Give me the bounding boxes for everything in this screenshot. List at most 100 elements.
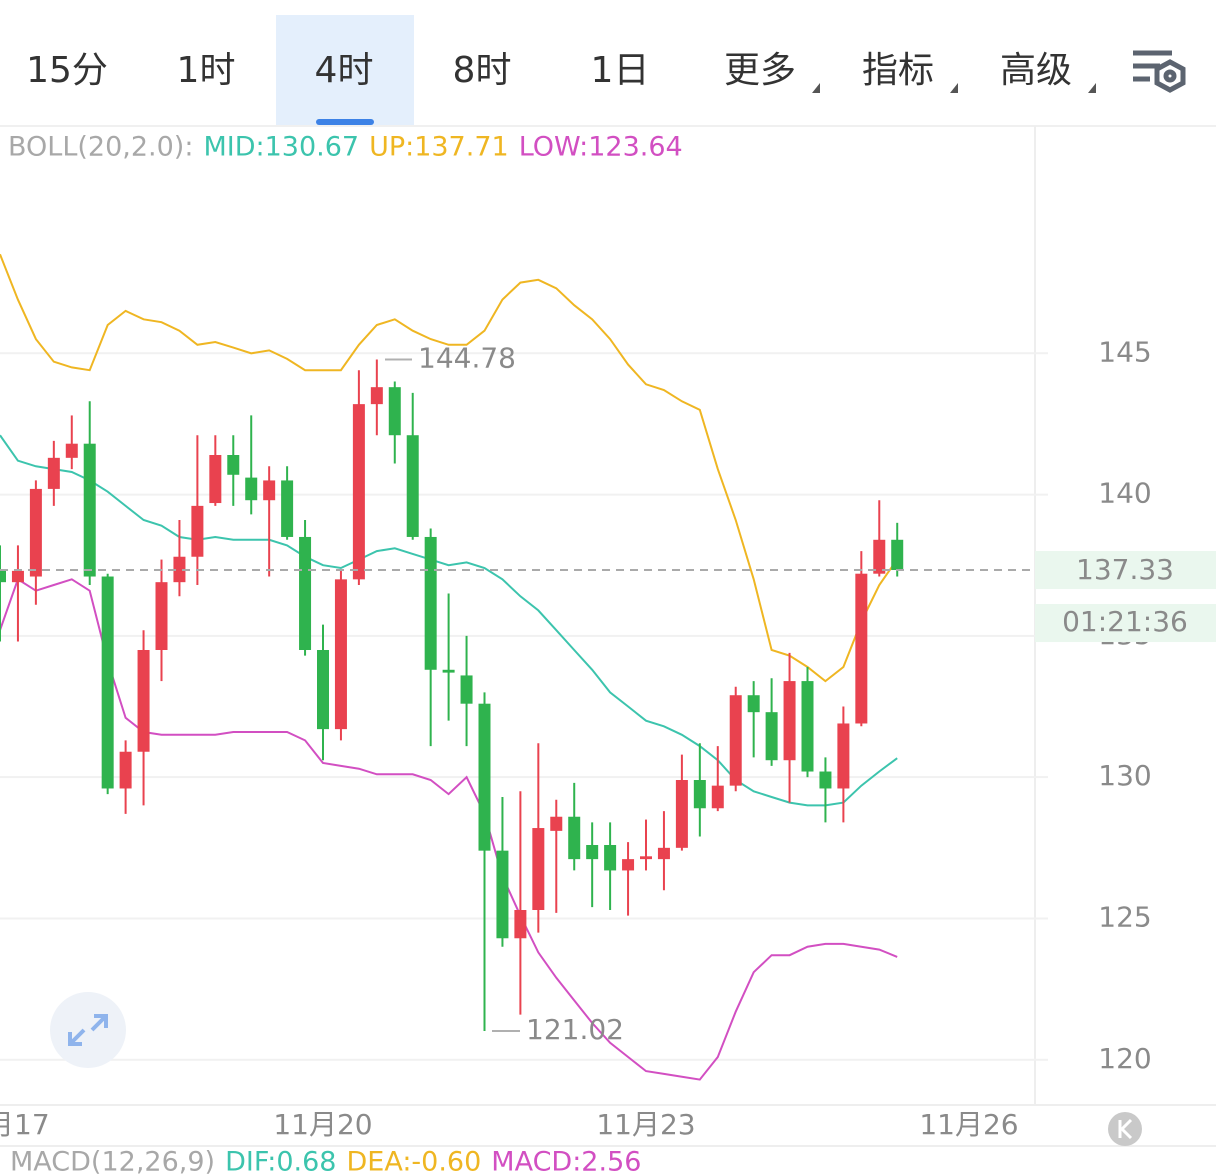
candle-body: [873, 539, 886, 574]
candle-body: [729, 695, 742, 786]
candle-body: [388, 387, 401, 436]
candle-body: [855, 573, 868, 724]
active-tab-indicator: [316, 119, 374, 125]
button-bg: [50, 992, 126, 1068]
candle-body: [478, 703, 491, 851]
candle-body: [29, 488, 42, 577]
fullscreen-button[interactable]: [50, 992, 126, 1068]
y-tick-label: 120: [1098, 1042, 1151, 1075]
x-tick-label: 11月17: [0, 1108, 50, 1141]
legend-item: BOLL(20,2.0):: [8, 132, 193, 163]
candle-body: [891, 539, 904, 571]
icon-dot: [1163, 69, 1177, 83]
candle-body: [406, 435, 419, 537]
candle-body: [263, 480, 276, 501]
legend-item: MID:130.67: [203, 132, 359, 163]
candle-body: [604, 845, 617, 871]
candle-body: [370, 387, 383, 405]
candle-body: [11, 570, 24, 583]
y-tick-label: 130: [1098, 759, 1151, 792]
countdown-bg: [1035, 604, 1216, 643]
candle-body: [227, 455, 240, 475]
candle-body: [281, 480, 294, 537]
legend-item: MACD(12,26,9): [10, 1147, 215, 1175]
fullscreen-icon: [68, 1014, 108, 1046]
dropdown-arrow: [812, 83, 820, 93]
candle-body: [119, 751, 132, 789]
candle-body: [622, 859, 635, 871]
y-tick-label: 140: [1098, 477, 1151, 510]
x-tick-label: 11月20: [273, 1108, 372, 1141]
legend-item: LOW:123.64: [519, 132, 683, 163]
x-tick-label: 11月23: [596, 1108, 695, 1141]
candle-body: [496, 850, 509, 939]
tab[interactable]: 指标: [862, 50, 934, 91]
active-tab-bg: [276, 15, 414, 125]
tab[interactable]: 高级: [1000, 50, 1072, 91]
candle-body: [675, 780, 688, 848]
boll-line: [0, 434, 898, 807]
legend-item: MACD:2.56: [491, 1147, 641, 1175]
tab[interactable]: 更多: [724, 50, 796, 91]
tab[interactable]: 1日: [591, 50, 650, 91]
button-bg: [1108, 1112, 1142, 1146]
tab[interactable]: 1时: [177, 50, 236, 91]
icon-hex: [1154, 59, 1186, 93]
candle-body: [765, 712, 778, 761]
candle-body: [209, 455, 222, 504]
tab[interactable]: 8时: [453, 50, 512, 91]
candle-body: [550, 816, 563, 831]
candle-body: [101, 576, 114, 789]
price-tag-bg: [1035, 551, 1216, 590]
candle-body: [837, 723, 850, 789]
boll-line: [0, 253, 899, 683]
y-tick-label: 145: [1098, 335, 1151, 368]
candle-body: [299, 536, 312, 650]
k-button[interactable]: [1108, 1112, 1142, 1146]
legend-item: DIF:0.68: [225, 1147, 336, 1175]
dropdown-arrow: [1088, 83, 1096, 93]
candle-body: [191, 505, 204, 557]
candle-body: [514, 910, 527, 939]
candle-body: [173, 556, 186, 583]
candle-body: [640, 856, 652, 860]
candle-body: [586, 845, 599, 860]
x-tick-label: 11月26: [919, 1108, 1018, 1141]
candle-body: [819, 771, 832, 789]
candle-body: [83, 443, 96, 577]
candle-body: [245, 477, 258, 501]
candle-body: [424, 536, 437, 670]
candle-body: [352, 404, 365, 580]
candle-body: [460, 675, 473, 704]
k-icon: [1118, 1118, 1133, 1140]
legend-item: DEA:-0.60: [346, 1147, 481, 1175]
dropdown-arrow: [950, 83, 958, 93]
annotation: 144.78: [418, 341, 516, 374]
annotation: 121.02: [526, 1013, 624, 1046]
candle-body: [334, 579, 347, 730]
candle-body: [442, 669, 455, 673]
candle-body: [317, 650, 329, 730]
candle-body: [747, 695, 760, 713]
tab[interactable]: 15分: [26, 50, 108, 91]
candle-body: [532, 828, 545, 910]
settings-icon[interactable]: [1133, 50, 1186, 93]
tab[interactable]: 4时: [315, 50, 374, 91]
candle-body: [568, 816, 581, 860]
last-price-label: 137.33: [1076, 553, 1174, 586]
candle-body: [65, 443, 78, 458]
candle-body: [47, 457, 60, 489]
candle-body: [155, 582, 168, 650]
y-tick-label: 125: [1098, 900, 1151, 933]
candle-body: [657, 847, 670, 860]
candle-body: [801, 681, 814, 772]
candle-body: [0, 570, 6, 583]
legend-item: UP:137.71: [369, 132, 509, 163]
candle-body: [783, 681, 796, 761]
countdown: 01:21:36: [1062, 605, 1188, 638]
candle-body: [137, 650, 150, 752]
boll-line: [0, 577, 898, 1081]
candle-body: [693, 780, 706, 809]
